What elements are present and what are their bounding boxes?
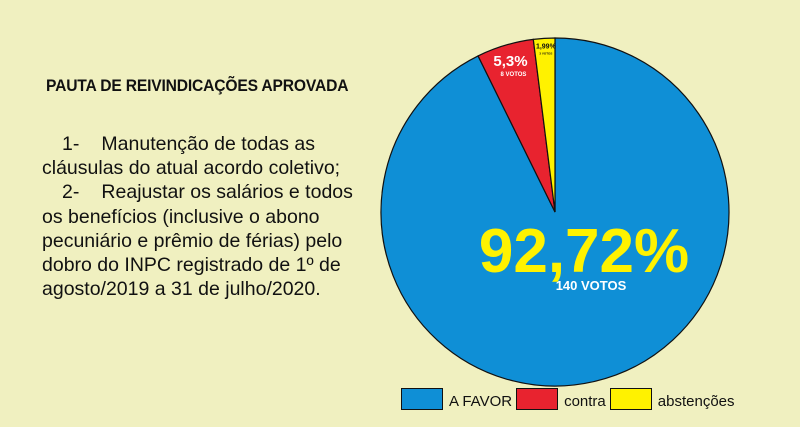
pie-slices	[380, 37, 730, 387]
page-heading: PAUTA DE REIVINDICAÇÕES APROVADA	[46, 76, 349, 95]
legend-swatch	[609, 388, 652, 410]
legend-item-contra: contra	[516, 388, 610, 410]
slice-votes-label: 140 VOTOS	[556, 278, 627, 293]
legend-swatch	[516, 388, 559, 410]
item-number: 1-	[62, 133, 80, 155]
slice-value-label: 5,3%	[493, 53, 527, 70]
list-item: 2- Reajustar os salários e todos os bene…	[42, 180, 372, 301]
item-number: 2-	[62, 181, 80, 204]
slice-abstencoes	[532, 37, 556, 213]
slice-votes-label: 8 VOTOS	[501, 72, 527, 78]
chart-legend: A FAVOR contra abstenções	[401, 382, 739, 410]
legend-label: abstenções	[657, 393, 735, 410]
legend-item-a-favor: A FAVOR	[401, 388, 516, 410]
list-item: 1- Manutenção de todas as cláusulas do a…	[42, 132, 372, 180]
demands-list: 1- Manutenção de todas as cláusulas do a…	[42, 132, 372, 301]
slice-votes-label: 3 VOTOS	[539, 51, 552, 55]
legend-label: A FAVOR	[449, 393, 513, 410]
item-text: Reajustar os salários e todos os benefíc…	[42, 181, 353, 301]
slice-value-label: 1,99%	[536, 43, 557, 50]
item-text: Manutenção de todas as cláusulas do atua…	[42, 133, 341, 180]
slice-value-label: 92,72%	[479, 217, 689, 286]
legend-swatch	[401, 388, 443, 410]
legend-label: contra	[564, 393, 606, 410]
legend-item-abstencoes: abstenções	[609, 388, 739, 410]
pie-labels: 92,72%140 VOTOS 5,3% 8 VOTOS 1,99%3 VOTOS	[479, 43, 689, 293]
